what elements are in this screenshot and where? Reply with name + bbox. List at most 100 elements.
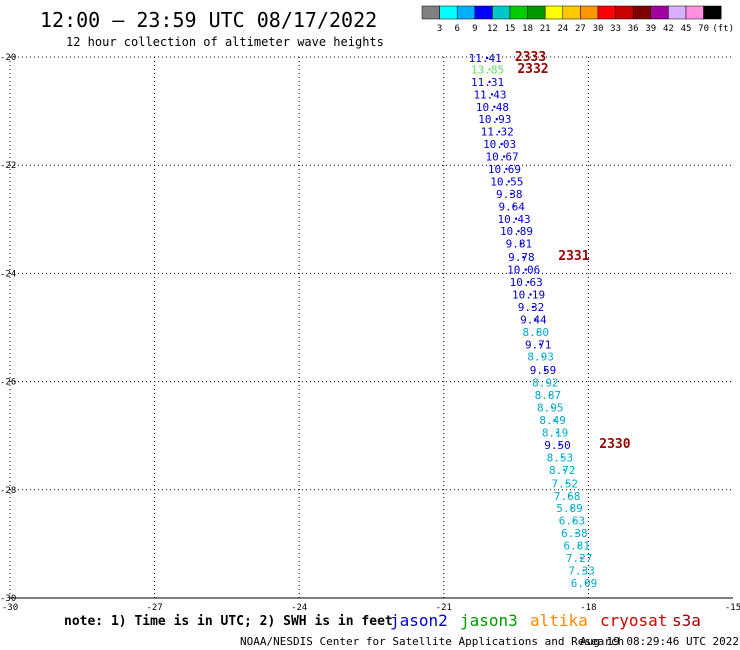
color-scale-label: 27 [575, 24, 586, 34]
color-scale-swatch [685, 5, 704, 20]
x-tick-label: -15 [725, 603, 740, 613]
wave-height-label: 8.49 [539, 414, 566, 427]
wave-point-marker [543, 369, 547, 372]
wave-height-label: 10.03 [483, 138, 516, 151]
wave-point-marker [514, 217, 518, 220]
wave-point-marker [551, 406, 554, 409]
pass-time-label: 2331 [558, 249, 589, 264]
wave-point-marker [560, 456, 564, 459]
wave-height-label: 7.33 [568, 564, 595, 577]
color-scale-swatch [562, 5, 581, 20]
wave-height-label: 10.67 [485, 151, 518, 164]
wave-point-marker [505, 167, 508, 171]
wave-point-marker [579, 556, 583, 560]
wave-point-marker [541, 355, 544, 358]
wave-height-label: 10.89 [500, 225, 533, 238]
wave-height-label: 6.38 [561, 527, 588, 540]
color-scale-label: 9 [472, 24, 477, 34]
wave-point-marker [526, 280, 530, 284]
color-scale-label: 39 [645, 24, 656, 34]
x-tick-label: -18 [580, 603, 596, 613]
wave-height-label: 11.32 [481, 126, 514, 139]
wave-height-label: 7.52 [551, 477, 578, 490]
pass-time-label: 2330 [599, 437, 630, 452]
color-scale-label: 24 [557, 24, 568, 34]
wave-height-label: 10.43 [498, 213, 531, 226]
color-scale-label: 70 [698, 24, 709, 34]
wave-point-marker [577, 544, 580, 547]
wave-point-marker [563, 468, 566, 471]
satellite-legend: jason2 jason3 altika cryosat s3a [390, 611, 701, 630]
wave-height-label: 6.81 [564, 540, 591, 553]
wave-point-marker [555, 431, 559, 434]
chart-title: 12:00 – 23:59 UTC 08/17/2022 [40, 8, 377, 32]
wave-height-label: 6.63 [559, 515, 586, 528]
wave-height-label: 13.85 [471, 63, 504, 76]
color-scale-label: 15 [505, 24, 516, 34]
wave-height-label: 6.09 [571, 577, 598, 590]
wave-point-marker [570, 506, 573, 510]
color-scale-label: 30 [593, 24, 604, 34]
pass-time-label: 2333 [515, 50, 546, 65]
wave-height-label: 8.53 [547, 451, 574, 464]
wave-height-label: 7.68 [554, 490, 581, 503]
color-scale-label: 12 [487, 24, 498, 34]
x-tick-label: -27 [146, 603, 162, 613]
wave-height-label: 10.06 [507, 264, 540, 277]
color-scale-unit: (ft) [712, 24, 734, 34]
plot-axes: -30 -27 -24 -21 -18 -15 -20 -22 -24 -26 -28 -30 [0, 53, 740, 613]
wave-height-label: 9.38 [496, 188, 523, 201]
y-tick-label: -30 [0, 594, 16, 604]
wave-point-marker [500, 142, 503, 146]
pass-time-label: 2332 [517, 62, 548, 77]
color-scale-label: 3 [437, 24, 442, 34]
color-scale-label: 6 [454, 24, 459, 34]
wave-point-marker [584, 581, 588, 585]
color-scale-swatch [615, 5, 634, 20]
wave-height-label: 8.92 [532, 377, 559, 390]
wave-height-label: 10.63 [510, 276, 543, 289]
color-scale-swatch [668, 5, 687, 20]
wave-height-label: 10.19 [512, 288, 545, 301]
wave-point-marker [539, 343, 542, 346]
color-scale-label: 42 [663, 24, 674, 34]
wave-point-marker [553, 418, 556, 422]
color-scale-swatch [597, 5, 616, 20]
y-tick-label: -22 [0, 161, 16, 171]
color-scale-label: 45 [681, 24, 692, 34]
wave-point-marker [488, 68, 491, 71]
wave-point-marker [582, 569, 585, 572]
wave-height-label: 8.19 [542, 426, 569, 439]
y-tick-label: -26 [0, 378, 16, 388]
wave-height-label: 9.81 [506, 238, 533, 251]
color-scale-swatch [509, 5, 528, 20]
color-scale-label: 36 [628, 24, 639, 34]
wave-point-marker [567, 494, 571, 497]
y-tick-label: -24 [0, 269, 16, 279]
timestamp-text: Aug 19 08:29:46 UTC 2022 [580, 635, 739, 648]
wave-point-marker [524, 268, 527, 271]
color-scale-swatch [439, 5, 458, 20]
wave-point-marker [548, 393, 552, 397]
wave-point-marker [498, 130, 501, 133]
satellite-legend-jason2: jason2 [390, 611, 448, 630]
wave-height-label: 10.48 [476, 101, 509, 114]
color-scale-swatch [474, 5, 493, 20]
wave-point-marker [502, 155, 506, 158]
satellite-legend-s3a: s3a [672, 611, 701, 630]
wave-height-label: 11.41 [469, 52, 502, 65]
wave-height-label: 10.93 [478, 113, 511, 126]
wave-point-marker [522, 255, 525, 259]
color-scale-legend: 3 6 9 12 15 18 21 24 27 30 33 36 39 42 45 70 (ft) [421, 5, 734, 34]
wave-point-marker [575, 531, 578, 535]
wave-height-label: 7.27 [566, 552, 593, 565]
wave-height-label: 9.71 [525, 338, 552, 351]
wave-height-label: 9.32 [518, 301, 545, 314]
wave-height-label: 10.69 [488, 163, 521, 176]
wave-point-marker [546, 381, 549, 384]
wave-point-marker [565, 482, 568, 485]
wave-point-marker [488, 80, 491, 84]
wave-height-points: 11.4113.8511.3111.4310.4810.9311.3210.03… [469, 52, 598, 590]
